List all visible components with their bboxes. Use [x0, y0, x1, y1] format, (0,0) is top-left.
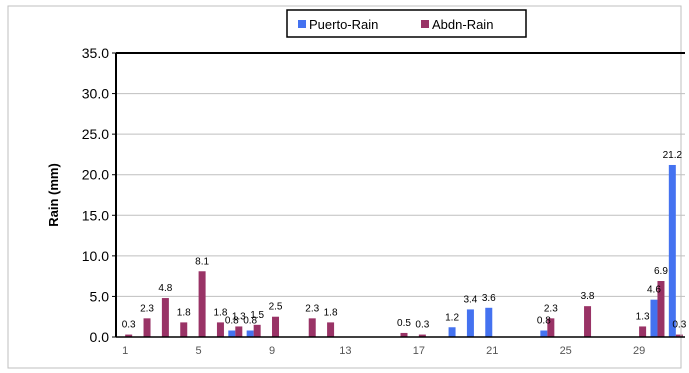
y-tick-label: 25.0 [82, 126, 109, 142]
y-tick-label: 5.0 [90, 288, 110, 304]
x-tick-label: 29 [633, 345, 645, 357]
bar-abdn-rain [161, 298, 169, 337]
y-tick-label: 0.0 [90, 329, 110, 345]
bar-puerto-rain [246, 330, 254, 337]
bar-abdn-rain [253, 324, 261, 337]
legend-label: Abdn-Rain [432, 17, 493, 32]
data-label: 1.8 [324, 307, 338, 318]
bar-puerto-rain [650, 299, 658, 337]
bar-puerto-rain [668, 164, 676, 337]
x-tick-label: 17 [413, 345, 425, 357]
bars [125, 164, 683, 337]
bar-abdn-rain [125, 334, 133, 337]
y-tick-label: 15.0 [82, 207, 109, 223]
bar-abdn-rain [272, 316, 280, 337]
x-tick-label: 13 [339, 345, 351, 357]
bar-abdn-rain [657, 281, 665, 337]
data-label: 2.3 [140, 303, 154, 314]
x-tick-label: 25 [560, 345, 572, 357]
bar-abdn-rain [400, 332, 408, 337]
data-label: 1.2 [445, 312, 459, 323]
legend-swatch [421, 20, 429, 28]
data-label: 0.8 [537, 316, 551, 327]
bar-abdn-rain [180, 322, 188, 337]
data-label: 3.4 [463, 294, 477, 305]
bar-abdn-rain [216, 322, 224, 337]
bar-abdn-rain [418, 334, 426, 337]
bar-abdn-rain [198, 271, 206, 337]
data-label: 1.3 [232, 311, 246, 322]
data-label: 2.5 [269, 302, 283, 313]
data-label: 0.5 [397, 318, 411, 329]
data-label: 0.3 [415, 320, 429, 331]
bar-abdn-rain [143, 318, 151, 337]
legend: Puerto-Rain Abdn-Rain [286, 9, 527, 38]
legend-swatch [298, 20, 306, 28]
data-label: 0.3 [122, 320, 136, 331]
x-tick-label: 21 [486, 345, 498, 357]
bar-abdn-rain [584, 306, 592, 337]
data-label: 21.2 [663, 150, 683, 161]
y-tick-label: 20.0 [82, 167, 109, 183]
data-label: 4.8 [158, 283, 172, 294]
bar-abdn-rain [308, 318, 316, 337]
bar-abdn-rain [639, 326, 647, 337]
data-label: 6.9 [654, 266, 668, 277]
bar-puerto-rain [228, 330, 236, 337]
y-axis-title: Rain (mm) [46, 163, 61, 227]
data-label: 4.6 [647, 285, 661, 296]
legend-box [286, 9, 527, 38]
legend-label: Puerto-Rain [309, 17, 378, 32]
data-label: 1.5 [250, 310, 264, 321]
chart-outer-border [7, 5, 682, 369]
data-label: 1.8 [213, 307, 227, 318]
bar-abdn-rain [235, 326, 243, 337]
axes: 0.0 5.0 10.0 15.0 20.0 25.0 30.0 35.0 Rain (mm) 1… [7, 5, 685, 369]
bar-abdn-rain [675, 334, 683, 337]
x-tick-label: 5 [196, 345, 202, 357]
data-label: 3.6 [482, 293, 496, 304]
bar-puerto-rain [466, 309, 474, 337]
data-label: 0.8 [225, 316, 239, 327]
y-tick-label: 35.0 [82, 45, 109, 61]
bar-puerto-rain [540, 330, 548, 337]
x-tick-label: 1 [122, 345, 128, 357]
data-label: 2.3 [305, 303, 319, 314]
data-label: 1.8 [177, 307, 191, 318]
bar-abdn-rain [327, 322, 335, 337]
data-label: 0.8 [243, 316, 257, 327]
data-label: 2.3 [544, 303, 558, 314]
data-label: 0.3 [672, 320, 686, 331]
y-tick-label: 10.0 [82, 248, 109, 264]
bar-puerto-rain [485, 307, 493, 337]
data-label: 3.8 [581, 291, 595, 302]
bar-abdn-rain [547, 318, 555, 337]
data-label: 8.1 [195, 256, 209, 267]
x-tick-label: 9 [269, 345, 275, 357]
data-labels: 0.32.34.81.88.11.80.81.30.81.52.5 2.3 1.80… [122, 150, 687, 331]
data-label: 1.3 [636, 311, 650, 322]
y-tick-label: 30.0 [82, 86, 109, 102]
bar-puerto-rain [448, 327, 456, 337]
